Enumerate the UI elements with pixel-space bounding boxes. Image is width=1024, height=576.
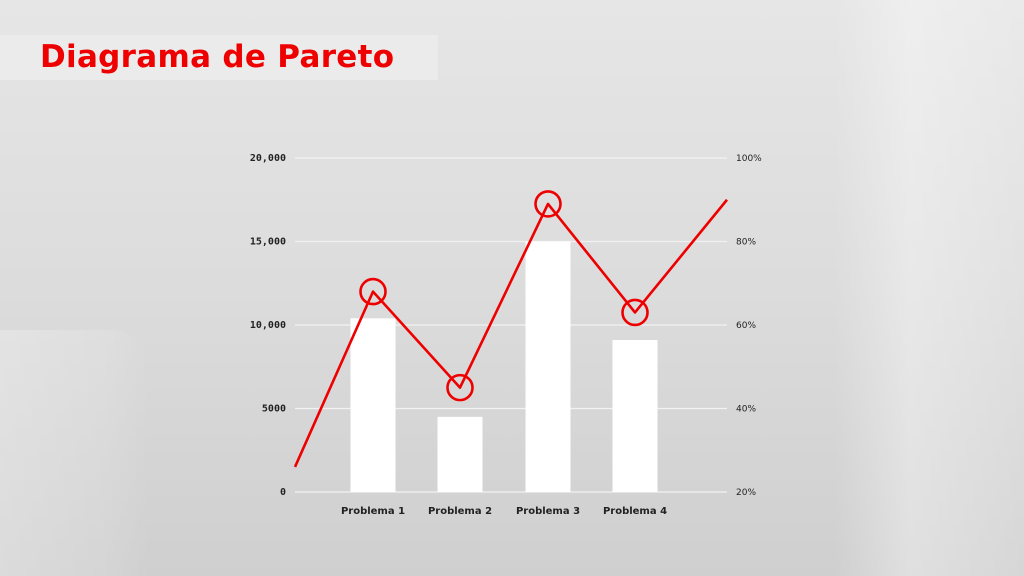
right-tick-label-4: 100%	[736, 154, 762, 164]
bar-1	[350, 318, 396, 492]
bar-3	[525, 241, 571, 492]
left-tick-label-0: 0	[280, 487, 286, 498]
background-highlight-right	[834, 0, 1024, 576]
category-label-4: Problema 4	[603, 506, 667, 517]
bars	[350, 241, 658, 492]
line-marker-4	[621, 298, 649, 327]
left-tick-label-2: 10,000	[250, 320, 286, 331]
line-marker-2	[446, 373, 474, 402]
title-banner	[0, 35, 438, 80]
left-tick-label-1: 5000	[262, 404, 286, 415]
category-labels: Problema 1 Problema 2 Problema 3 Problema 4	[341, 506, 667, 517]
category-label-3: Problema 3	[516, 506, 580, 517]
bar-2	[437, 416, 483, 492]
line-marker-1	[359, 277, 387, 306]
bar-4	[612, 340, 658, 492]
left-tick-label-4: 20,000	[250, 153, 286, 164]
chart-title: Diagrama de Pareto	[40, 39, 395, 75]
right-tick-label-1: 40%	[736, 405, 756, 415]
category-label-1: Problema 1	[341, 506, 405, 517]
category-label-2: Problema 2	[428, 506, 492, 517]
right-tick-label-2: 60%	[736, 321, 756, 331]
background-highlight-left	[0, 330, 150, 576]
right-axis-ticks: 20% 40% 60% 80% 100%	[736, 154, 762, 498]
cumulative-line	[293, 190, 729, 468]
line-marker-3	[534, 190, 562, 218]
right-tick-label-3: 80%	[736, 238, 756, 248]
cumulative-line-path	[293, 198, 729, 468]
left-axis-ticks: 0 5000 10,000 15,000 20,000	[250, 153, 286, 498]
right-tick-label-0: 20%	[736, 488, 756, 498]
left-tick-label-3: 15,000	[250, 237, 286, 248]
